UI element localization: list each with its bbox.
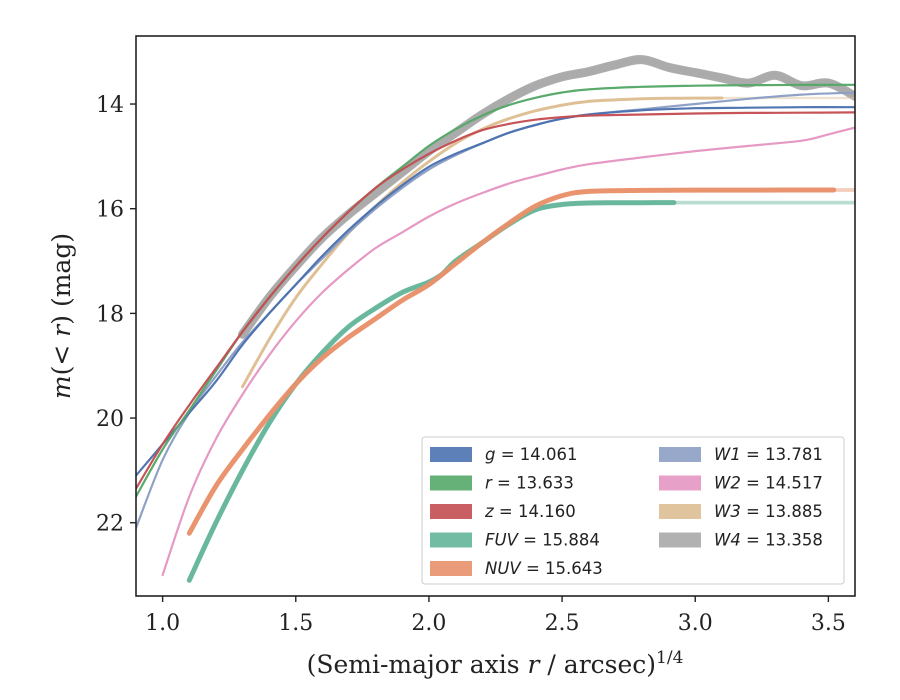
legend-label-w2: W2 = 14.517 [714, 474, 823, 493]
legend-label-nuv: NUV = 15.643 [485, 559, 603, 578]
legend-swatch-w4 [659, 532, 701, 548]
x-tick-label: 1.0 [145, 611, 180, 636]
y-tick-label: 18 [96, 302, 124, 327]
series-g-line [136, 106, 855, 477]
series-z-line [136, 111, 855, 490]
legend-swatch-w3 [659, 504, 701, 519]
legend-swatch-z [430, 504, 472, 519]
legend-label-w4: W4 = 13.358 [714, 531, 823, 550]
y-tick-label: 14 [96, 93, 124, 118]
x-tick-label: 2.5 [545, 611, 580, 636]
series-layer [136, 55, 855, 583]
y-axis-ticks: 14 16 18 20 22 [96, 93, 136, 537]
y-tick-label: 20 [96, 407, 124, 432]
y-tick-label: 22 [96, 512, 124, 537]
x-tick-label: 1.5 [278, 611, 313, 636]
legend-label-z: z = 14.160 [484, 502, 576, 521]
series-w1-line [136, 91, 855, 530]
series-w4-line [238, 55, 855, 339]
legend-label-w3: W3 = 13.885 [714, 502, 823, 521]
legend-swatch-w2 [659, 475, 701, 491]
legend: g = 14.061 r = 13.633 z = 14.160 FUV = 15.8… [421, 436, 845, 585]
legend-swatch-nuv [430, 561, 472, 576]
legend-label-w1: W1 = 13.781 [714, 445, 823, 464]
x-axis-ticks: 1.0 1.5 2.0 2.5 3.0 3.5 [145, 596, 846, 636]
x-tick-label: 3.5 [811, 611, 846, 636]
x-tick-label: 3.0 [678, 611, 713, 636]
legend-swatch-w1 [659, 447, 701, 462]
legend-entries: g = 14.061 r = 13.633 z = 14.160 FUV = 15.8… [430, 445, 823, 578]
x-tick-label: 2.0 [411, 611, 446, 636]
legend-label-fuv: FUV = 15.884 [485, 531, 600, 550]
plot-frame [135, 35, 856, 597]
legend-swatch-fuv [430, 532, 472, 548]
legend-frame [421, 436, 845, 585]
y-tick-label: 16 [96, 198, 124, 223]
series-w2-line [161, 126, 855, 577]
series-nuv-line [186, 187, 837, 536]
legend-label-g: g = 14.061 [485, 445, 578, 464]
y-axis-label: m(< r) (mag) [47, 233, 76, 399]
legend-label-r: r = 13.633 [485, 474, 574, 493]
x-axis-label: (Semi-major axis r / arcsec)1/4 [307, 648, 684, 679]
legend-swatch-r [430, 475, 472, 491]
legend-swatch-g [430, 447, 472, 462]
